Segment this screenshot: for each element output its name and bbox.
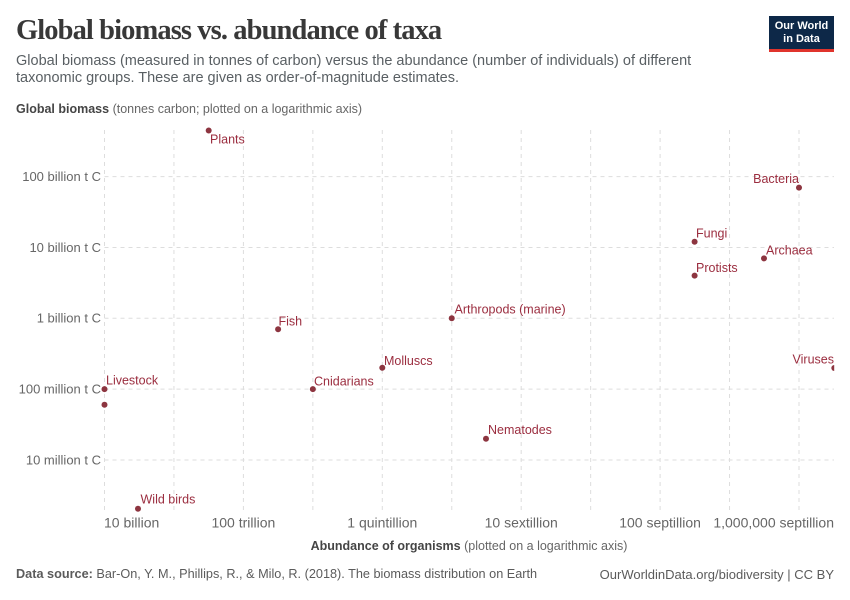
svg-text:Arthropods (marine): Arthropods (marine): [455, 303, 566, 317]
svg-text:10 sextillion: 10 sextillion: [485, 515, 558, 531]
svg-text:Bacteria: Bacteria: [753, 172, 799, 186]
svg-text:Viruses: Viruses: [793, 353, 834, 367]
svg-text:Molluscs: Molluscs: [384, 354, 433, 368]
svg-text:Fungi: Fungi: [696, 227, 727, 241]
svg-text:Fish: Fish: [279, 315, 303, 329]
svg-text:10 million t C: 10 million t C: [26, 452, 101, 467]
svg-text:1 quintillion: 1 quintillion: [347, 515, 417, 531]
svg-text:100 million t C: 100 million t C: [19, 381, 101, 396]
svg-text:Archaea: Archaea: [766, 244, 813, 258]
svg-text:Nematodes: Nematodes: [488, 423, 552, 437]
svg-text:Plants: Plants: [210, 133, 245, 147]
svg-text:Abundance of organisms (plotte: Abundance of organisms (plotted on a log…: [311, 539, 628, 553]
svg-text:1 billion t C: 1 billion t C: [37, 311, 101, 326]
svg-text:Cnidarians: Cnidarians: [314, 374, 374, 388]
svg-text:100 billion t C: 100 billion t C: [22, 169, 101, 184]
svg-text:10 billion: 10 billion: [104, 515, 159, 531]
svg-text:Wild birds: Wild birds: [141, 493, 196, 507]
svg-text:10 billion t C: 10 billion t C: [29, 240, 101, 255]
svg-text:100 septillion: 100 septillion: [619, 515, 701, 531]
svg-text:Livestock: Livestock: [106, 374, 159, 388]
svg-text:Protists: Protists: [696, 261, 738, 275]
svg-text:1,000,000 septillion: 1,000,000 septillion: [713, 515, 834, 531]
svg-text:100 trillion: 100 trillion: [211, 515, 275, 531]
